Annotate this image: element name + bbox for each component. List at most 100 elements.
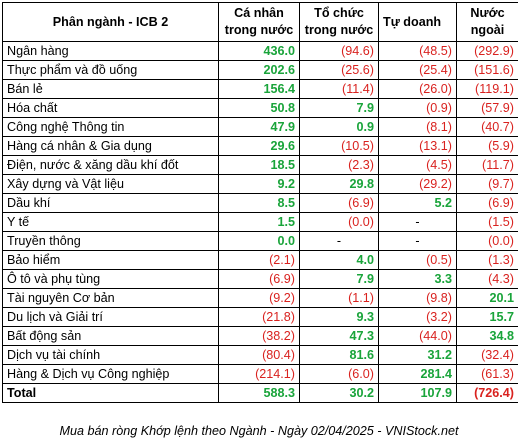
header-proprietary: Tự doanh — [378, 2, 457, 42]
cell-individual: (6.9) — [218, 269, 300, 289]
cell-institution: 7.9 — [299, 269, 379, 289]
header-row: Phân ngành - ICB 2 Cá nhân trong nước Tổ… — [2, 2, 518, 42]
cell-foreign: (151.6) — [456, 60, 518, 80]
cell-foreign: (61.3) — [456, 364, 518, 384]
total-label: Total — [2, 383, 219, 403]
cell-institution: 7.9 — [299, 98, 379, 118]
table-row: Du lịch và Giải trí (21.8) 9.3 (3.2) 15.7 — [2, 307, 518, 327]
cell-institution: (11.4) — [299, 79, 379, 99]
cell-individual: 202.6 — [218, 60, 300, 80]
cell-individual: (21.8) — [218, 307, 300, 327]
cell-proprietary: (29.2) — [378, 174, 457, 194]
sector-name: Thực phẩm và đồ uống — [2, 60, 219, 80]
table-row: Dịch vụ tài chính (80.4) 81.6 31.2 (32.4) — [2, 345, 518, 365]
table-row: Điện, nước & xăng dầu khí đốt 18.5 (2.3) (4… — [2, 155, 518, 175]
cell-foreign: 34.8 — [456, 326, 518, 346]
table-row: Xây dựng và Vật liệu 9.2 29.8 (29.2) (9.7) — [2, 174, 518, 194]
table-row: Hàng & Dịch vụ Công nghiệp (214.1) (6.0) 28… — [2, 364, 518, 384]
cell-individual: 18.5 — [218, 155, 300, 175]
table-caption: Mua bán ròng Khớp lệnh theo Ngành - Ngày… — [59, 424, 459, 438]
cell-foreign: 15.7 — [456, 307, 518, 327]
cell-proprietary: (9.8) — [378, 288, 457, 308]
total-row: Total 588.3 30.2 107.9 (726.4) — [2, 383, 518, 403]
cell-individual: (38.2) — [218, 326, 300, 346]
cell-institution: - — [299, 231, 379, 251]
table-row: Ô tô và phụ tùng (6.9) 7.9 3.3 (4.3) — [2, 269, 518, 289]
cell-institution: (10.5) — [299, 136, 379, 156]
cell-foreign: (6.9) — [456, 193, 518, 213]
cell-foreign: 20.1 — [456, 288, 518, 308]
net-trading-table: Phân ngành - ICB 2 Cá nhân trong nước Tổ… — [2, 2, 518, 403]
table-row: Thực phẩm và đồ uống 202.6 (25.6) (25.4) (15… — [2, 60, 518, 80]
cell-individual: 436.0 — [218, 41, 300, 61]
cell-institution: 0.9 — [299, 117, 379, 137]
cell-proprietary: (0.5) — [378, 250, 457, 270]
total-institution: 30.2 — [299, 383, 379, 403]
table-row: Bán lẻ 156.4 (11.4) (26.0) (119.1) — [2, 79, 518, 99]
table-row: Tài nguyên Cơ bản (9.2) (1.1) (9.8) 20.1 — [2, 288, 518, 308]
cell-foreign: (57.9) — [456, 98, 518, 118]
sector-name: Điện, nước & xăng dầu khí đốt — [2, 155, 219, 175]
cell-proprietary: (0.9) — [378, 98, 457, 118]
sector-name: Hóa chất — [2, 98, 219, 118]
cell-individual: (9.2) — [218, 288, 300, 308]
cell-institution: 47.3 — [299, 326, 379, 346]
cell-individual: 29.6 — [218, 136, 300, 156]
table-header: Phân ngành - ICB 2 Cá nhân trong nước Tổ… — [2, 2, 518, 42]
cell-individual: 1.5 — [218, 212, 300, 232]
sector-name: Bảo hiểm — [2, 250, 219, 270]
table-row: Ngân hàng 436.0 (94.6) (48.5) (292.9) — [2, 41, 518, 61]
cell-institution: (25.6) — [299, 60, 379, 80]
total-individual: 588.3 — [218, 383, 300, 403]
cell-individual: (80.4) — [218, 345, 300, 365]
cell-individual: 0.0 — [218, 231, 300, 251]
cell-foreign: (119.1) — [456, 79, 518, 99]
header-sector: Phân ngành - ICB 2 — [2, 2, 219, 42]
table-row: Y tế 1.5 (0.0) - (1.5) — [2, 212, 518, 232]
sector-name: Tài nguyên Cơ bản — [2, 288, 219, 308]
total-proprietary: 107.9 — [378, 383, 457, 403]
cell-foreign: (4.3) — [456, 269, 518, 289]
cell-foreign: (5.9) — [456, 136, 518, 156]
cell-foreign: (11.7) — [456, 155, 518, 175]
sector-name: Dầu khí — [2, 193, 219, 213]
total-foreign: (726.4) — [456, 383, 518, 403]
cell-individual: 50.8 — [218, 98, 300, 118]
sector-name: Bán lẻ — [2, 79, 219, 99]
table-row: Truyền thông 0.0- - (0.0) — [2, 231, 518, 251]
cell-institution: 4.0 — [299, 250, 379, 270]
cell-proprietary: (8.1) — [378, 117, 457, 137]
cell-institution: (6.0) — [299, 364, 379, 384]
table-row: Công nghệ Thông tin 47.9 0.9 (8.1) (40.7) — [2, 117, 518, 137]
table-body: Ngân hàng 436.0 (94.6) (48.5) (292.9) Thực ph… — [2, 41, 518, 403]
header-institution: Tổ chức trong nước — [299, 2, 379, 42]
sector-name: Bất động sản — [2, 326, 219, 346]
cell-proprietary: 3.3 — [378, 269, 457, 289]
cell-proprietary: 281.4 — [378, 364, 457, 384]
cell-proprietary: 31.2 — [378, 345, 457, 365]
cell-foreign: (1.5) — [456, 212, 518, 232]
header-individual: Cá nhân trong nước — [218, 2, 300, 42]
cell-foreign: (1.3) — [456, 250, 518, 270]
cell-proprietary: (13.1) — [378, 136, 457, 156]
cell-individual: 9.2 — [218, 174, 300, 194]
cell-proprietary: (48.5) — [378, 41, 457, 61]
cell-institution: 29.8 — [299, 174, 379, 194]
header-foreign: Nước ngoài — [456, 2, 518, 42]
cell-foreign: (0.0) — [456, 231, 518, 251]
cell-institution: 81.6 — [299, 345, 379, 365]
cell-institution: (1.1) — [299, 288, 379, 308]
cell-foreign: (40.7) — [456, 117, 518, 137]
sector-name: Truyền thông — [2, 231, 219, 251]
sector-name: Du lịch và Giải trí — [2, 307, 219, 327]
cell-proprietary: - — [378, 212, 457, 232]
cell-proprietary: (26.0) — [378, 79, 457, 99]
cell-proprietary: 5.2 — [378, 193, 457, 213]
cell-individual: (2.1) — [218, 250, 300, 270]
cell-individual: 47.9 — [218, 117, 300, 137]
table-row: Hàng cá nhân & Gia dụng 29.6 (10.5) (13.1)(… — [2, 136, 518, 156]
sector-name: Ô tô và phụ tùng — [2, 269, 219, 289]
table-row: Hóa chất 50.8 7.9 (0.9) (57.9) — [2, 98, 518, 118]
sector-name: Xây dựng và Vật liệu — [2, 174, 219, 194]
